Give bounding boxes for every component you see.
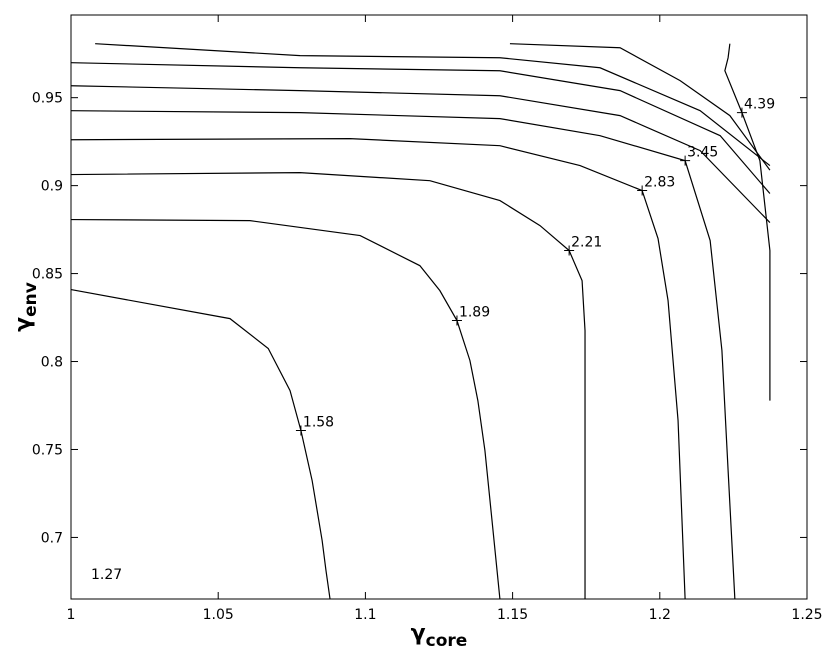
contour-label: 4.39 [744,97,775,113]
contour-label-marker [680,155,691,166]
contour-line [509,43,771,171]
x-tick-label: 1.1 [354,607,376,623]
contour-label-marker [736,107,747,118]
contour-line [95,43,771,167]
contour-label-marker [295,425,306,436]
contour-line [70,62,771,194]
y-tick-label: 0.8 [41,355,63,371]
y-axis-label: γenv [11,282,41,332]
x-tick-label: 1 [67,607,76,623]
y-axis-symbol: γ [11,317,36,332]
plot-frame [70,14,808,600]
contour-label: 1.89 [459,305,490,321]
x-axis-subscript: core [426,631,468,651]
contour-label-marker [637,185,648,196]
x-tick-label: 1.2 [649,607,671,623]
x-tick-label: 1.05 [203,607,234,623]
contour-label: 2.83 [644,175,675,191]
contour-label-marker [564,245,575,256]
y-tick-label: 0.75 [32,442,63,458]
contour-label: 2.21 [571,235,602,251]
y-tick-label: 0.9 [41,179,63,195]
x-tick-label: 1.15 [497,607,528,623]
x-axis-label: γcore [411,621,468,651]
contour-label-marker [451,315,462,326]
contour-line [70,85,771,223]
contour-label: 1.58 [303,414,334,430]
x-tick-label: 1.25 [791,607,822,623]
y-tick-label: 0.85 [32,267,63,283]
y-tick-label: 0.7 [41,530,63,546]
annotation: 1.27 [91,567,122,583]
y-tick-label: 0.95 [32,91,63,107]
y-axis-subscript: env [21,282,41,317]
x-axis-symbol: γ [411,621,426,646]
